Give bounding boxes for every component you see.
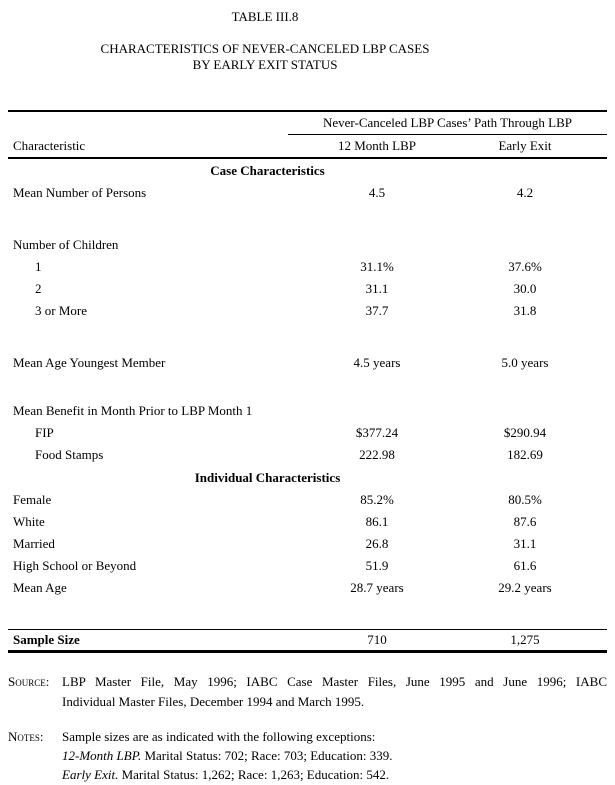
row-label: 1 bbox=[35, 259, 42, 274]
table-row: Mean Benefit in Month Prior to LBP Month… bbox=[8, 400, 607, 422]
row-label: Number of Children bbox=[13, 237, 119, 252]
value-12-month-lbp: 31.1% bbox=[360, 259, 394, 274]
row-label: Mean Number of Persons bbox=[13, 185, 147, 200]
value-12-month-lbp: 85.2% bbox=[360, 492, 394, 507]
table-row: 2 31.1 30.0 bbox=[8, 278, 607, 300]
value-12-month-lbp: 26.8 bbox=[365, 536, 389, 551]
table-row: White 86.1 87.6 bbox=[8, 511, 607, 533]
row-label: White bbox=[13, 514, 45, 529]
data-table: Never-Canceled LBP Cases’ Path Through L… bbox=[8, 110, 607, 653]
value-early-exit: 182.69 bbox=[507, 447, 543, 462]
page-title-line2: BY EARLY EXIT STATUS bbox=[192, 57, 338, 72]
table-row: 3 or More 37.7 31.8 bbox=[8, 300, 607, 322]
value-12-month-lbp: 28.7 years bbox=[350, 580, 404, 595]
table-row: High School or Beyond 51.9 61.6 bbox=[8, 555, 607, 577]
notes-note: Notes: Sample sizes are as indicated wit… bbox=[8, 727, 607, 784]
row-label: Food Stamps bbox=[35, 447, 104, 462]
value-early-exit: 37.6% bbox=[508, 259, 542, 274]
value-early-exit bbox=[466, 234, 607, 256]
row-label: High School or Beyond bbox=[13, 558, 137, 573]
source-text-line2: Individual Master Files, December 1994 a… bbox=[62, 694, 365, 709]
table-row: Mean Age Youngest Member 4.5 years 5.0 y… bbox=[8, 352, 607, 374]
sample-size-early-exit: 1,275 bbox=[510, 632, 540, 647]
section-heading-individual-characteristics: Individual Characteristics bbox=[194, 470, 341, 485]
value-early-exit: 31.1 bbox=[513, 536, 537, 551]
row-spacer bbox=[8, 374, 607, 400]
table-row: FIP $377.24 $290.94 bbox=[8, 422, 607, 444]
notes-text: Sample sizes are as indicated with the f… bbox=[62, 727, 607, 784]
row-label: Married bbox=[13, 536, 55, 551]
value-12-month-lbp: 51.9 bbox=[365, 558, 389, 573]
value-12-month-lbp bbox=[288, 234, 466, 256]
notes-intro: Sample sizes are as indicated with the f… bbox=[62, 729, 376, 744]
value-12-month-lbp: $377.24 bbox=[355, 425, 399, 440]
row-spacer bbox=[8, 599, 607, 629]
sample-size-12-month-lbp: 710 bbox=[367, 632, 387, 647]
value-12-month-lbp: 37.7 bbox=[365, 303, 389, 318]
notes-exception-12-month: 12-Month LBP. Marital Status: 702; Race:… bbox=[62, 746, 607, 765]
value-12-month-lbp: 31.1 bbox=[365, 281, 389, 296]
row-label: Mean Age Youngest Member bbox=[13, 355, 166, 370]
table-row: Married 26.8 31.1 bbox=[8, 533, 607, 555]
notes-early-exit-emphasis: Early Exit. bbox=[62, 767, 119, 782]
value-12-month-lbp: 4.5 bbox=[368, 185, 386, 200]
section-heading-case-characteristics: Case Characteristics bbox=[210, 163, 325, 178]
row-spacer bbox=[8, 322, 607, 352]
value-12-month-lbp bbox=[288, 400, 466, 422]
value-early-exit: 61.6 bbox=[513, 558, 537, 573]
value-early-exit: 29.2 years bbox=[498, 580, 552, 595]
table-row: Female 85.2% 80.5% bbox=[8, 489, 607, 511]
row-label: FIP bbox=[35, 425, 54, 440]
row-label: Female bbox=[13, 492, 52, 507]
table-number: TABLE III.8 bbox=[231, 9, 299, 24]
column-header-early-exit: Early Exit bbox=[498, 138, 552, 153]
column-header-12-month-lbp: 12 Month LBP bbox=[337, 138, 416, 153]
notes-12-month-lbp-emphasis: 12-Month LBP. bbox=[62, 748, 142, 763]
row-label: Mean Benefit in Month Prior to LBP Month… bbox=[13, 403, 253, 418]
sample-size-label: Sample Size bbox=[13, 632, 80, 647]
column-header-row: Characteristic 12 Month LBP Early Exit bbox=[8, 135, 607, 159]
source-label: Source: bbox=[8, 674, 50, 689]
value-12-month-lbp: 222.98 bbox=[359, 447, 395, 462]
value-12-month-lbp: 4.5 years bbox=[353, 355, 401, 370]
notes-early-exit-values: Marital Status: 1,262; Race: 1,263; Educ… bbox=[118, 767, 390, 782]
table-row: Number of Children bbox=[8, 234, 607, 256]
sample-size-row: Sample Size 710 1,275 bbox=[8, 629, 607, 653]
value-early-exit: 80.5% bbox=[508, 492, 542, 507]
table-row: 1 31.1% 37.6% bbox=[8, 256, 607, 278]
source-text: LBP Master File, May 1996; IABC Case Mas… bbox=[62, 672, 607, 712]
value-12-month-lbp: 86.1 bbox=[365, 514, 389, 529]
table-row: Food Stamps 222.98 182.69 bbox=[8, 444, 607, 466]
notes-exception-early-exit: Early Exit. Marital Status: 1,262; Race:… bbox=[62, 765, 607, 784]
value-early-exit: 87.6 bbox=[513, 514, 537, 529]
page-title-line1: CHARACTERISTICS OF NEVER-CANCELED LBP CA… bbox=[100, 41, 430, 56]
row-spacer bbox=[8, 204, 607, 234]
source-note: Source: LBP Master File, May 1996; IABC … bbox=[8, 672, 607, 712]
value-early-exit bbox=[466, 400, 607, 422]
value-early-exit: 31.8 bbox=[513, 303, 537, 318]
table-row: Mean Age 28.7 years 29.2 years bbox=[8, 577, 607, 599]
title-block: TABLE III.8 CHARACTERISTICS OF NEVER-CAN… bbox=[8, 0, 522, 73]
value-early-exit: 30.0 bbox=[513, 281, 537, 296]
row-label: 2 bbox=[35, 281, 42, 296]
value-early-exit: $290.94 bbox=[503, 425, 547, 440]
value-early-exit: 5.0 years bbox=[501, 355, 549, 370]
row-label: Mean Age bbox=[13, 580, 67, 595]
column-header-characteristic: Characteristic bbox=[13, 138, 86, 153]
notes-12-month-lbp-values: Marital Status: 702; Race: 703; Educatio… bbox=[141, 748, 393, 763]
row-label: 3 or More bbox=[35, 303, 87, 318]
spanner-row: Never-Canceled LBP Cases’ Path Through L… bbox=[8, 112, 607, 135]
notes-label: Notes: bbox=[8, 729, 44, 744]
value-early-exit: 4.2 bbox=[516, 185, 534, 200]
table-row: Mean Number of Persons 4.5 4.2 bbox=[8, 182, 607, 204]
source-text-line1: LBP Master File, May 1996; IABC Case Mas… bbox=[62, 674, 607, 689]
title-gap bbox=[8, 25, 522, 41]
spanner-spacer bbox=[8, 112, 288, 135]
column-group-heading: Never-Canceled LBP Cases’ Path Through L… bbox=[288, 112, 607, 135]
